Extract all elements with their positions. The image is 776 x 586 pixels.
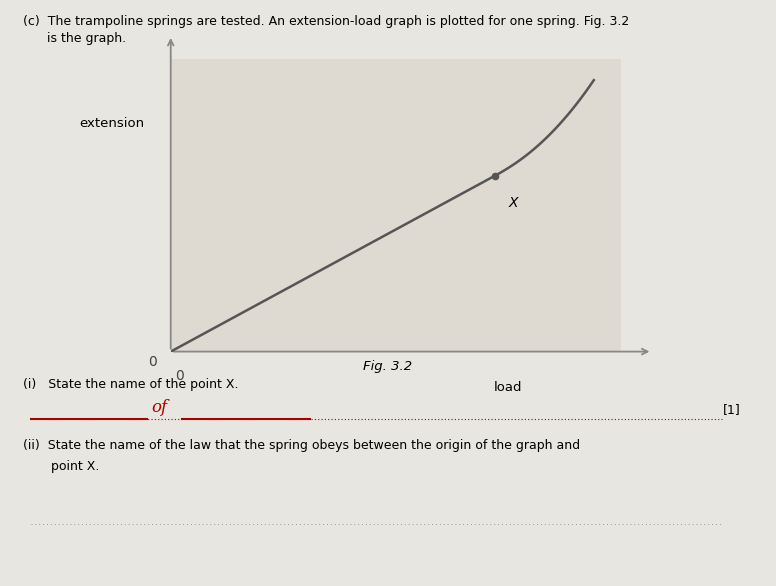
Text: is the graph.: is the graph. [23,32,126,45]
Text: of: of [151,399,168,416]
Text: load: load [494,381,522,394]
Text: X: X [508,196,518,210]
Text: extension: extension [80,117,145,130]
Text: (i)   State the name of the point X.: (i) State the name of the point X. [23,378,239,391]
Text: 0: 0 [148,355,158,369]
Text: point X.: point X. [23,460,99,473]
Text: 0: 0 [175,369,184,383]
Text: (ii)  State the name of the law that the spring obeys between the origin of the : (ii) State the name of the law that the … [23,440,580,452]
Text: (c)  The trampoline springs are tested. An extension-load graph is plotted for o: (c) The trampoline springs are tested. A… [23,15,629,28]
Text: Fig. 3.2: Fig. 3.2 [363,360,413,373]
Text: [1]: [1] [723,403,741,416]
